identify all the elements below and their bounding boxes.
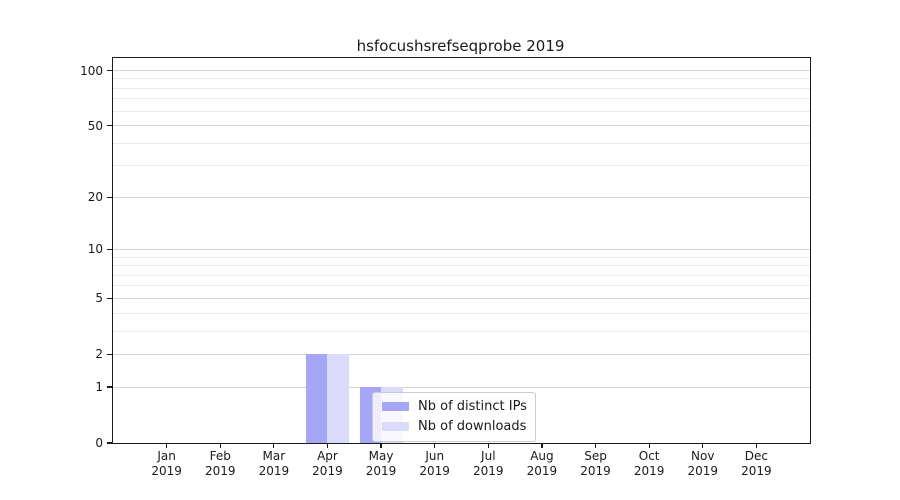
major-gridline <box>113 386 810 388</box>
x-axis-tick <box>487 443 489 448</box>
x-tick-month: Jul <box>481 449 496 463</box>
y-tick-label: 0 <box>95 436 103 450</box>
y-axis-tick <box>106 69 112 72</box>
major-gridline <box>113 70 810 72</box>
x-tick-year: 2019 <box>419 464 450 478</box>
minor-gridline <box>113 98 810 100</box>
y-axis-tick <box>106 125 112 127</box>
x-axis-tick <box>326 443 329 448</box>
y-axis-tick <box>106 196 112 198</box>
x-tick-year: 2019 <box>687 464 719 478</box>
chart-title: hsfocushsrefseqprobe 2019 <box>356 37 565 55</box>
x-tick-month: May <box>368 449 394 463</box>
x-tick-month: Nov <box>691 449 715 463</box>
y-tick-label: 5 <box>95 291 103 306</box>
y-axis-tick <box>106 248 112 251</box>
x-axis-tick <box>648 443 650 448</box>
x-tick-label: May 2019 <box>353 449 409 479</box>
minor-gridline <box>113 110 810 112</box>
x-tick-label: Aug 2019 <box>514 449 570 479</box>
x-tick-year: 2019 <box>580 464 611 478</box>
x-tick-year: 2019 <box>741 464 772 478</box>
minor-gridline <box>113 87 810 89</box>
x-tick-year: 2019 <box>526 464 558 478</box>
minor-gridline <box>113 165 810 167</box>
x-tick-label: Jul 2019 <box>460 449 516 479</box>
x-tick-month: Aug <box>530 449 554 463</box>
major-gridline <box>113 196 810 198</box>
x-tick-label: Feb 2019 <box>192 449 248 479</box>
x-tick-month: Jan <box>157 449 176 463</box>
x-tick-month: Apr <box>317 449 338 463</box>
x-tick-label: Dec 2019 <box>728 449 784 479</box>
y-axis-tick <box>106 353 112 355</box>
x-axis-tick <box>541 443 543 448</box>
x-tick-year: 2019 <box>473 464 504 478</box>
x-tick-label: Jan 2019 <box>139 449 195 479</box>
minor-gridline <box>113 265 810 267</box>
y-tick-label: 50 <box>87 118 103 133</box>
x-tick-label: Apr 2019 <box>299 449 355 479</box>
legend-label-downloads: Nb of downloads <box>418 419 527 434</box>
x-tick-year: 2019 <box>151 464 182 478</box>
y-tick-label: 2 <box>95 347 103 362</box>
plot-area: 0 1 2 5 10 20 50 100 Jan 2019 Feb 2019 Mar 2019 Apr 201… <box>80 57 811 478</box>
x-tick-year: 2019 <box>312 464 343 478</box>
minor-gridline <box>113 256 810 258</box>
minor-gridline <box>113 312 810 314</box>
x-axis-tick <box>755 443 757 448</box>
y-tick-label: 1 <box>95 380 103 395</box>
minor-gridline <box>113 330 810 332</box>
x-tick-month: Oct <box>638 449 660 463</box>
minor-gridline <box>113 285 810 287</box>
x-axis-tick <box>166 443 168 448</box>
x-axis-tick <box>219 443 221 448</box>
x-axis-tick <box>273 443 275 448</box>
legend-swatch-downloads <box>382 422 409 431</box>
minor-gridline <box>113 142 810 144</box>
x-tick-label: Mar 2019 <box>246 449 302 479</box>
x-tick-label: Sep 2019 <box>568 449 624 479</box>
y-tick-label: 100 <box>80 63 103 78</box>
x-tick-year: 2019 <box>258 464 290 478</box>
x-tick-label: Jun 2019 <box>407 449 463 479</box>
x-tick-month: Dec <box>744 449 768 463</box>
x-tick-year: 2019 <box>633 464 665 478</box>
major-gridline <box>113 353 810 355</box>
legend: Nb of distinct IPs Nb of downloads <box>372 392 536 442</box>
legend-label-distinct-ips: Nb of distinct IPs <box>418 399 527 414</box>
x-tick-month: Feb <box>209 449 231 463</box>
y-axis-tick <box>106 442 112 444</box>
legend-item-downloads: Nb of downloads <box>382 418 527 435</box>
legend-swatch-distinct-ips <box>382 402 409 411</box>
x-tick-month: Jun <box>425 449 445 463</box>
x-axis-tick <box>702 443 704 448</box>
x-tick-year: 2019 <box>204 464 236 478</box>
major-gridline <box>113 297 810 299</box>
y-axis-tick <box>106 386 112 388</box>
y-tick-label: 10 <box>87 242 103 257</box>
major-gridline <box>113 125 810 127</box>
x-tick-month: Sep <box>584 449 607 463</box>
x-axis-tick <box>594 443 597 448</box>
legend-item-distinct-ips: Nb of distinct IPs <box>382 398 527 415</box>
major-gridline <box>113 248 810 250</box>
x-axis-tick <box>434 443 436 448</box>
bar-downloads-apr <box>327 354 349 443</box>
x-axis-tick <box>380 443 382 448</box>
minor-gridline <box>113 78 810 80</box>
y-tick-label: 20 <box>87 190 103 205</box>
bar-distinct-ips-apr <box>306 354 328 443</box>
minor-gridline <box>113 274 810 276</box>
x-tick-month: Mar <box>262 449 286 463</box>
x-tick-year: 2019 <box>365 464 397 478</box>
x-tick-label: Nov 2019 <box>675 449 731 479</box>
y-axis-tick <box>106 297 112 299</box>
x-tick-label: Oct 2019 <box>621 449 677 479</box>
